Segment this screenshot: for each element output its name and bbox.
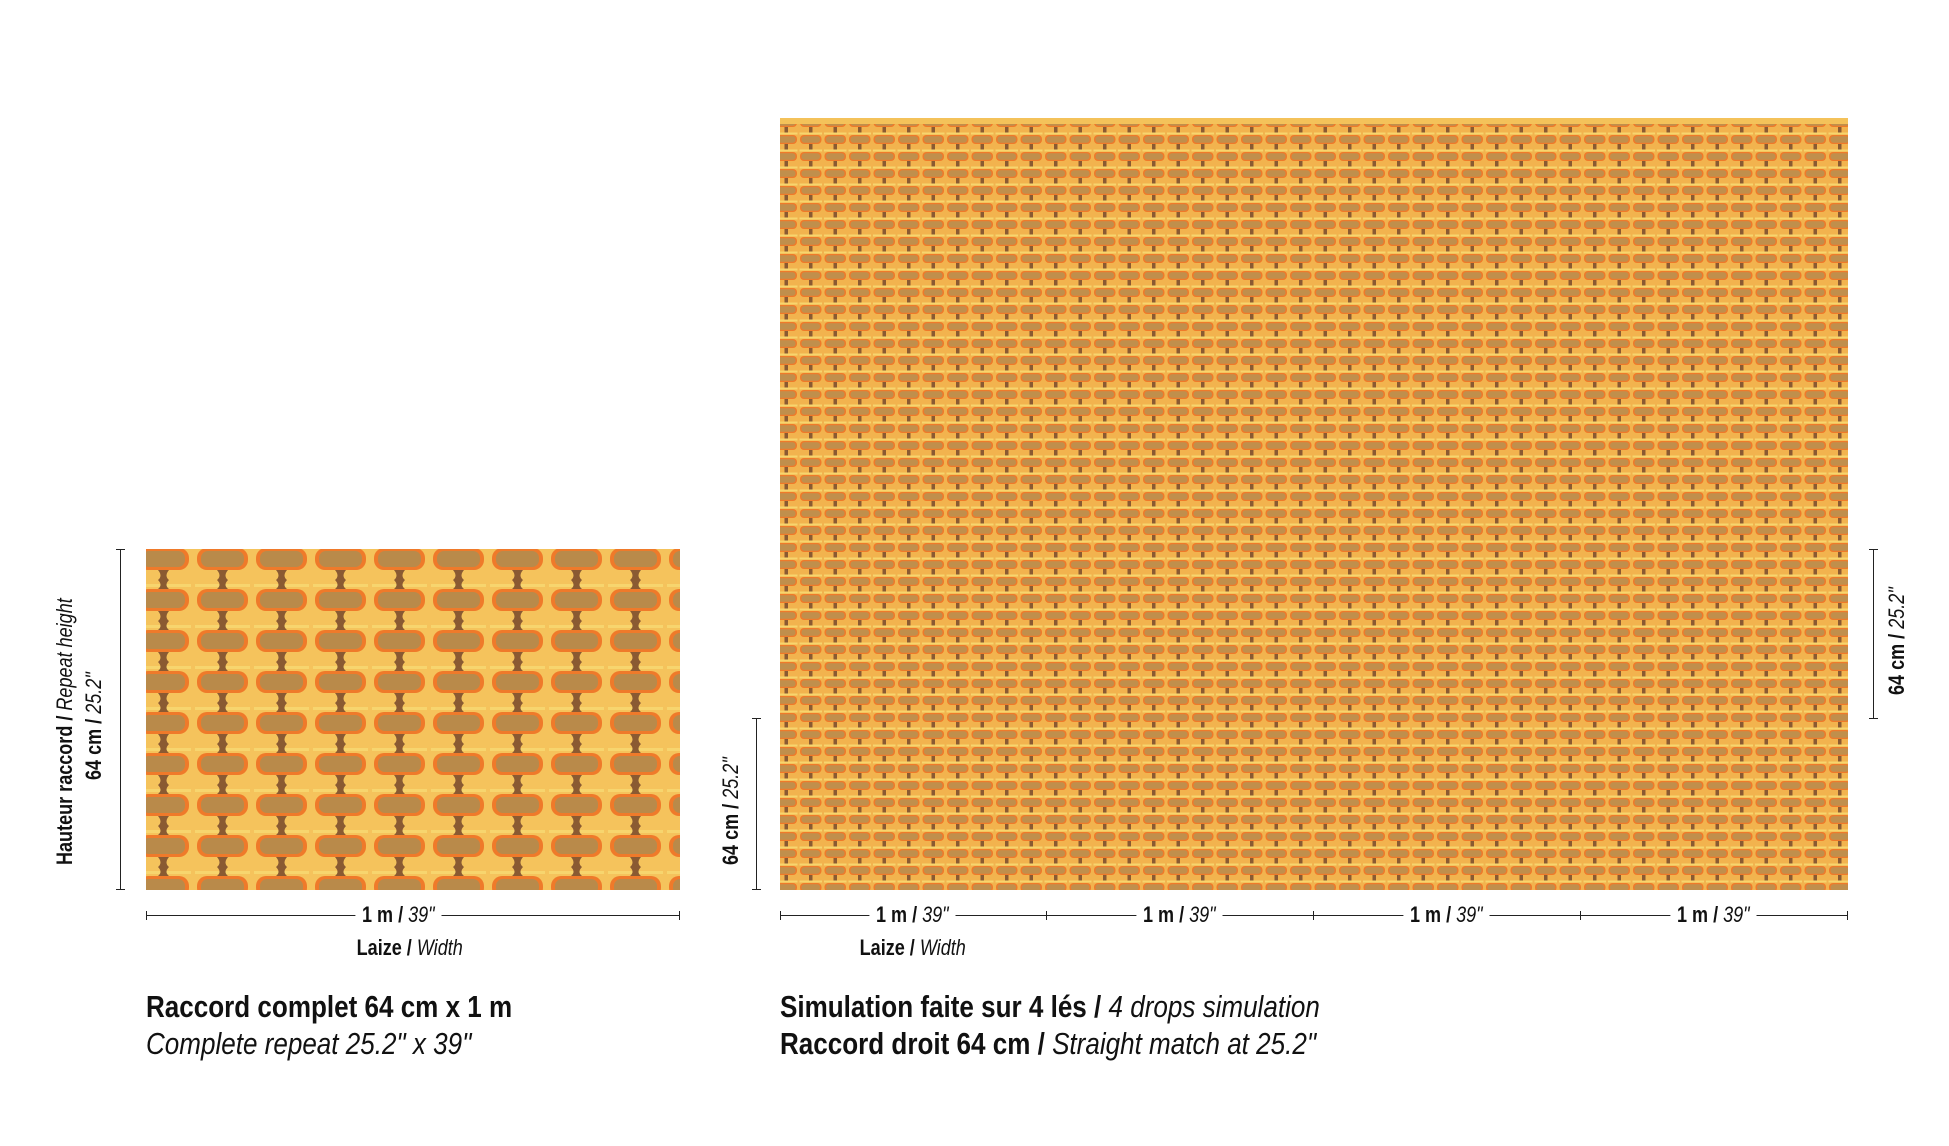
repeat-height-tick-top: [116, 549, 125, 550]
repeat-height-value: 64 cm / 25.2": [81, 672, 106, 780]
simulation-swatch: [780, 118, 1848, 890]
simulation-right-height-tick-bottom: [1869, 718, 1878, 719]
simulation-width-tick-1: [1046, 911, 1047, 920]
repeat-swatch: [146, 549, 680, 890]
simulation-left-height-tick-bottom: [752, 889, 761, 890]
repeat-width-tick-right: [679, 911, 680, 920]
repeat-width-tick-left: [146, 911, 147, 920]
repeat-height-tick-bottom: [116, 889, 125, 890]
repeat-caption-fr: Raccord complet 64 cm x 1 m: [146, 989, 513, 1024]
simulation-width-tick-4: [1847, 911, 1848, 920]
simulation-drop-3-width: 1 m / 39": [1403, 902, 1490, 928]
repeat-height-label: Hauteur raccord / Repeat height: [52, 598, 77, 865]
repeat-pattern-image: [146, 549, 680, 890]
simulation-left-height-tick-top: [752, 718, 761, 719]
repeat-width-value: 1 m / 39": [355, 902, 442, 928]
simulation-drop-2-width: 1 m / 39": [1136, 902, 1223, 928]
simulation-left-height-value: 64 cm / 25.2": [718, 757, 743, 865]
repeat-height-line: [120, 549, 121, 890]
simulation-width-tick-3: [1580, 911, 1581, 920]
simulation-right-height-value: 64 cm / 25.2": [1884, 587, 1909, 695]
repeat-width-label: Laize / Width: [356, 935, 463, 960]
simulation-drop-1-width: 1 m / 39": [869, 902, 956, 928]
simulation-caption-line-1: Simulation faite sur 4 lés / 4 drops sim…: [780, 989, 1320, 1024]
simulation-width-tick-2: [1313, 911, 1314, 920]
repeat-caption-en: Complete repeat 25.2" x 39": [146, 1026, 472, 1061]
simulation-right-height-tick-top: [1869, 549, 1878, 550]
simulation-width-label: Laize / Width: [859, 935, 966, 960]
simulation-width-line: [780, 915, 1848, 916]
simulation-width-tick-0: [780, 911, 781, 920]
simulation-caption-line-2: Raccord droit 64 cm / Straight match at …: [780, 1026, 1317, 1061]
simulation-left-height-line: [756, 718, 757, 890]
simulation-drop-4-width: 1 m / 39": [1670, 902, 1757, 928]
simulation-pattern-image: [780, 118, 1848, 890]
simulation-right-height-line: [1873, 549, 1874, 719]
